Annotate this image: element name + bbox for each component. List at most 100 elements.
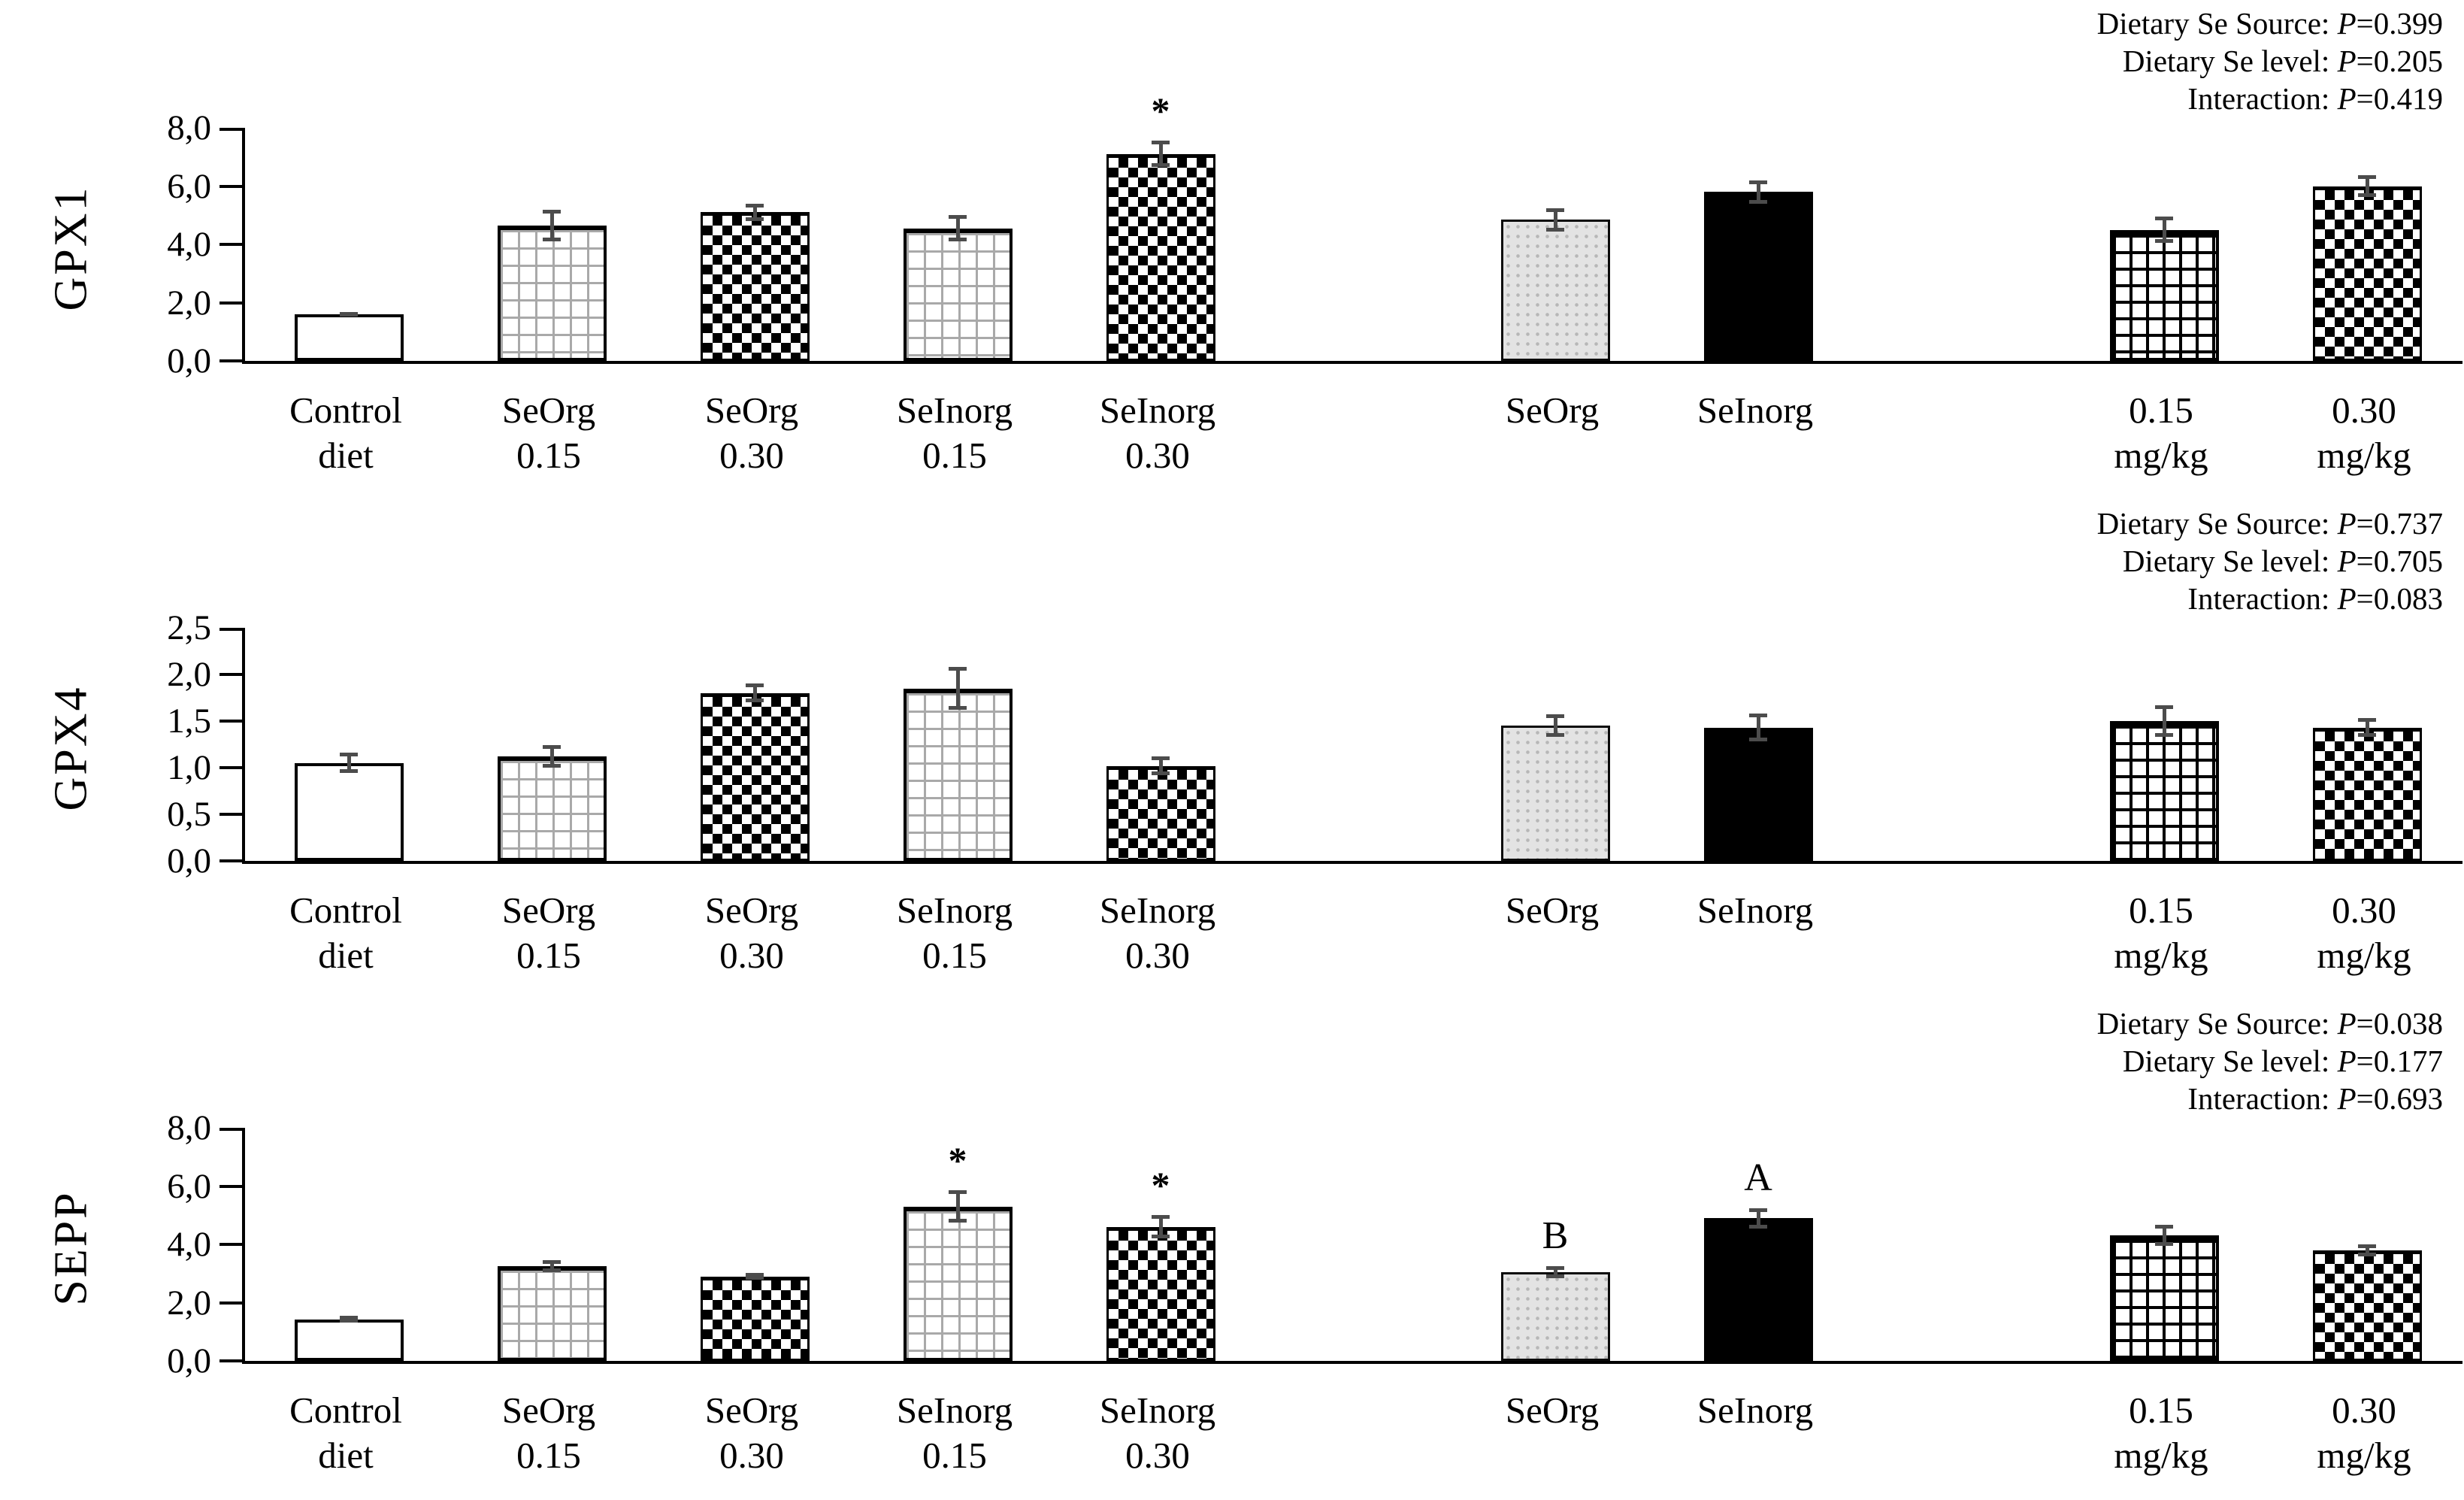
gpx4-error-bar-0-15-mg-kg: [2155, 705, 2173, 738]
error-bar-bottom-cap: [340, 769, 358, 774]
stat-p-value: P=0.693: [2337, 1081, 2443, 1116]
gpx4-xlabel-seorg-0-30: SeOrg 0.30: [646, 888, 857, 978]
sepp-bar-seorg-0-30: [700, 1276, 810, 1361]
gpx1-bar-seorg-0-30: [700, 212, 810, 361]
stat-p-value: P=0.419: [2337, 81, 2443, 116]
x-label-line2: diet: [318, 1435, 374, 1476]
plot-area-sepp: 0,0 2,0 4,0 6,0 8,0 * * B A: [167, 1108, 2462, 1380]
gpx4-error-bar-control-diet: [340, 753, 358, 774]
sepp-bar-seinorg-0-30: [1106, 1226, 1215, 1361]
gpx4-stat-row-dietary-se-source: Dietary Se Source: P=0.737: [2097, 505, 2443, 542]
gpx4-error-bar-seinorg-0-15: [949, 667, 967, 711]
error-bar-bottom-cap: [543, 1268, 561, 1272]
sepp-xlabel-seorg: SeOrg: [1447, 1388, 1657, 1433]
gpx1-xlabel-seorg-0-15: SeOrg 0.15: [443, 388, 654, 478]
error-bar-top-cap: [949, 667, 967, 671]
x-label-line1: SeOrg: [1505, 889, 1600, 931]
sepp-significance-star-seinorg-0-15: *: [948, 1139, 967, 1182]
y-axis-tick-gpx4: [219, 859, 242, 862]
sepp-group-letter-seorg: B: [1542, 1214, 1569, 1258]
gpx1-bar-seorg-0-15: [497, 225, 607, 361]
x-label-line1: SeInorg: [1697, 1389, 1814, 1431]
error-bar-line: [1553, 208, 1557, 232]
gpx4-bar-seinorg: [1703, 727, 1813, 861]
gpx1-xlabel-seorg-0-30: SeOrg 0.30: [646, 388, 857, 478]
error-bar-top-cap: [340, 1315, 358, 1320]
x-label-line1: SeOrg: [501, 889, 596, 931]
error-bar-bottom-cap: [2155, 239, 2173, 244]
gpx4-xlabel-0-30-mg-kg: 0.30 mg/kg: [2259, 888, 2464, 978]
error-bar-line: [752, 203, 757, 221]
x-label-line1: 0.15: [2129, 889, 2193, 931]
gpx1-stat-row-dietary-se-level: Dietary Se level: P=0.205: [2097, 42, 2443, 80]
error-bar-line: [1553, 1266, 1557, 1278]
error-bar-top-cap: [1749, 1208, 1767, 1212]
error-bar-line: [549, 209, 554, 242]
error-bar-bottom-cap: [746, 698, 764, 703]
gpx1-error-bar-seorg: [1546, 208, 1564, 232]
error-bar-line: [2365, 1244, 2369, 1256]
y-axis-tick-label-sepp: 8,0: [167, 1108, 211, 1147]
gpx1-bar-seinorg-0-30: [1106, 153, 1215, 361]
x-label-line2: mg/kg: [2114, 935, 2208, 976]
error-bar-top-cap: [543, 1260, 561, 1265]
sepp-xlabel-0-30-mg-kg: 0.30 mg/kg: [2259, 1388, 2464, 1478]
sepp-significance-star-seinorg-0-30: *: [1151, 1164, 1170, 1207]
gpx4-xlabel-control-diet: Control diet: [241, 888, 451, 978]
x-label-line1: SeOrg: [501, 389, 596, 431]
gpx1-bar-0-30-mg-kg: [2312, 186, 2422, 361]
sepp-xlabel-0-15-mg-kg: 0.15 mg/kg: [2056, 1388, 2266, 1478]
y-axis-tick-gpx4: [219, 766, 242, 769]
sepp-xlabel-seinorg-0-15: SeInorg 0.15: [849, 1388, 1060, 1478]
error-bar-bottom-cap: [949, 238, 967, 242]
sepp-error-bar-seorg-0-30: [746, 1272, 764, 1280]
x-label-line2: mg/kg: [2317, 1435, 2411, 1476]
error-bar-bottom-cap: [2358, 733, 2376, 738]
x-label-line1: SeInorg: [1099, 889, 1216, 931]
error-bar-bottom-cap: [746, 1276, 764, 1280]
gpx4-xlabel-seinorg: SeInorg: [1650, 888, 1860, 933]
gpx1-xlabel-seinorg: SeInorg: [1650, 388, 1860, 433]
error-bar-bottom-cap: [1546, 1274, 1564, 1278]
y-axis-tick-label-gpx1: 6,0: [167, 166, 211, 206]
gpx4-bar-seinorg-0-30: [1106, 765, 1215, 861]
x-label-line1: SeOrg: [1505, 1389, 1600, 1431]
sepp-bar-seinorg-0-15: [903, 1206, 1013, 1361]
gpx1-error-bar-seinorg: [1749, 180, 1767, 204]
sepp-error-bar-seinorg-0-30: [1152, 1215, 1170, 1239]
gpx4-error-bar-seinorg: [1749, 714, 1767, 742]
stat-p-value: P=0.737: [2337, 506, 2443, 541]
y-axis-tick-label-sepp: 0,0: [167, 1341, 211, 1380]
y-axis-tick-label-gpx4: 2,0: [167, 655, 211, 694]
y-axis-tick-gpx1: [219, 301, 242, 305]
stats-block-sepp: Dietary Se Source: P=0.038 Dietary Se lev…: [2097, 1005, 2443, 1117]
gpx4-bar-0-30-mg-kg: [2312, 727, 2422, 861]
x-label-line2: 0.30: [719, 1435, 784, 1476]
error-bar-top-cap: [1546, 714, 1564, 719]
sepp-stat-row-interaction: Interaction: P=0.693: [2097, 1080, 2443, 1117]
gpx4-xlabel-0-15-mg-kg: 0.15 mg/kg: [2056, 888, 2266, 978]
error-bar-bottom-cap: [543, 238, 561, 242]
plot-area-gpx4: 0,0 0,5 1,0 1,5 2,0 2,5: [167, 608, 2462, 880]
error-bar-top-cap: [543, 745, 561, 750]
y-axis-tick-gpx4: [219, 628, 242, 631]
x-label-line2: 0.30: [1125, 1435, 1190, 1476]
sepp-bar-0-30-mg-kg: [2312, 1250, 2422, 1361]
gpx1-xlabel-control-diet: Control diet: [241, 388, 451, 478]
gpx4-bar-seorg-0-30: [700, 692, 810, 861]
error-bar-bottom-cap: [2358, 1252, 2376, 1256]
error-bar-line: [955, 667, 960, 711]
stat-label: Interaction:: [2187, 81, 2338, 116]
gpx1-xlabel-seorg: SeOrg: [1447, 388, 1657, 433]
error-bar-bottom-cap: [1749, 738, 1767, 742]
gpx1-stat-row-dietary-se-source: Dietary Se Source: P=0.399: [2097, 5, 2443, 42]
y-axis-tick-sepp: [219, 1301, 242, 1305]
error-bar-bottom-cap: [340, 1319, 358, 1323]
x-label-line1: SeInorg: [1099, 1389, 1216, 1431]
error-bar-line: [955, 215, 960, 242]
error-bar-bottom-cap: [2155, 733, 2173, 738]
gpx1-error-bar-seorg-0-30: [746, 203, 764, 221]
gpx4-bar-0-15-mg-kg: [2109, 721, 2219, 861]
error-bar-top-cap: [1152, 1215, 1170, 1220]
x-label-line2: 0.30: [1125, 435, 1190, 476]
